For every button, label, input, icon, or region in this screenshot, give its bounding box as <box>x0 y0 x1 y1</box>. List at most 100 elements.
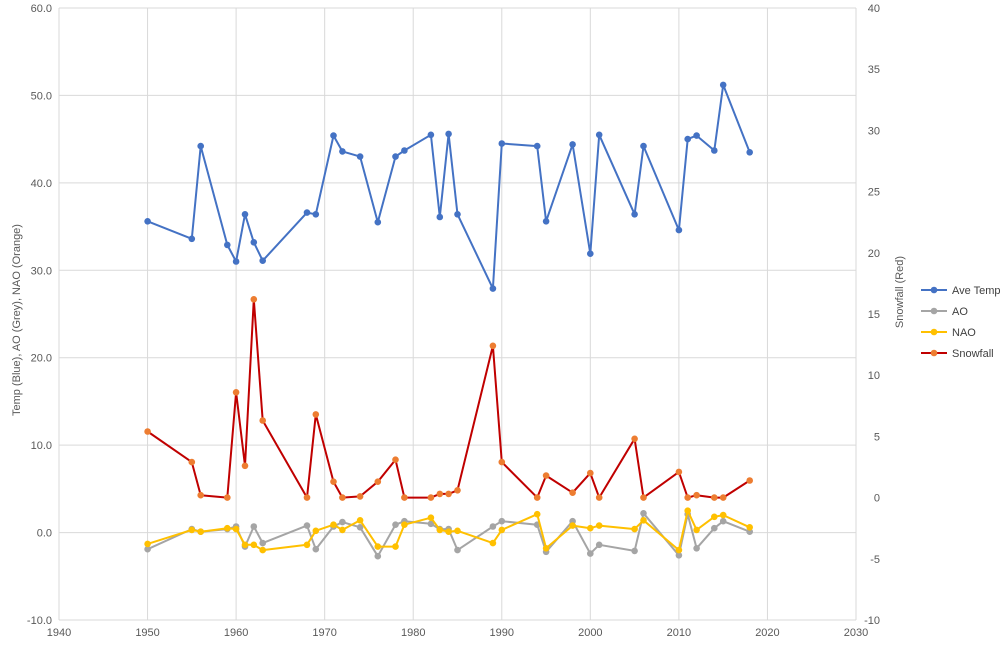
left-y-tick-label: 60.0 <box>31 3 52 15</box>
data-point-ao <box>454 546 461 554</box>
legend-label: AO <box>952 306 968 318</box>
data-point-snowfall <box>392 456 399 464</box>
data-point-nao <box>330 521 337 528</box>
data-point-ao <box>312 545 320 553</box>
data-point-snowfall <box>746 477 753 484</box>
data-point-nao <box>693 526 700 534</box>
data-point-snowfall <box>595 494 603 501</box>
data-point-ave-temp <box>719 81 727 89</box>
data-point-snowfall <box>719 494 727 501</box>
data-point-nao <box>312 527 320 535</box>
data-point-ao <box>498 517 506 525</box>
data-point-snowfall <box>339 494 346 501</box>
data-point-ave-temp <box>356 153 364 160</box>
data-point-snowfall <box>259 417 267 424</box>
data-point-snowfall <box>587 469 594 477</box>
data-point-ao <box>587 550 594 557</box>
data-point-ave-temp <box>330 132 337 139</box>
right-y-tick-label: 5 <box>874 431 880 443</box>
data-point-ave-temp <box>250 239 258 246</box>
data-point-nao <box>339 526 346 534</box>
data-point-ao <box>250 523 258 530</box>
data-point-snowfall <box>241 462 249 470</box>
data-point-snowfall <box>303 494 311 501</box>
data-point-ao <box>259 539 267 547</box>
data-point-snowfall <box>312 411 320 418</box>
data-point-ave-temp <box>746 149 753 156</box>
x-tick-label: 1980 <box>401 627 425 639</box>
data-point-ave-temp <box>595 131 603 139</box>
data-point-ave-temp <box>259 257 267 265</box>
data-point-ave-temp <box>631 211 638 218</box>
data-point-nao <box>224 524 231 532</box>
data-point-snowfall <box>711 494 718 501</box>
data-point-nao <box>746 524 753 531</box>
data-point-nao <box>303 541 311 549</box>
data-point-ao <box>303 522 311 529</box>
data-point-ave-temp <box>392 153 399 160</box>
x-axis-ticks: 1940 1950 1960 1970 1980 1990 2000 2010 2020 2030 <box>47 627 868 639</box>
data-point-snowfall <box>684 494 691 501</box>
data-point-nao <box>259 546 267 554</box>
data-point-snowfall <box>188 458 196 466</box>
left-y-axis-ticks: -10.0 0.0 10.0 20.0 30.0 40.0 50.0 60.0 <box>27 3 52 627</box>
data-point-nao <box>188 526 196 534</box>
data-point-snowfall <box>631 435 638 443</box>
data-point-snowfall <box>445 490 452 498</box>
data-point-nao <box>232 525 240 533</box>
data-point-ao <box>711 524 718 532</box>
data-point-ao <box>693 545 700 552</box>
series-line-ave-temp <box>147 83 751 290</box>
data-point-snowfall <box>250 296 258 303</box>
data-point-nao <box>401 521 408 528</box>
data-point-nao <box>533 510 541 518</box>
right-axis-title: Snowfall (Red) <box>894 256 906 328</box>
data-point-ave-temp <box>569 141 576 148</box>
data-point-ave-temp <box>675 226 683 234</box>
left-y-tick-label: -10.0 <box>27 615 52 627</box>
legend-swatch-marker <box>930 286 938 294</box>
x-tick-label: 2010 <box>667 627 691 639</box>
data-point-ao <box>392 521 399 528</box>
data-point-ave-temp <box>640 142 647 150</box>
data-point-ave-temp <box>339 148 346 155</box>
data-point-ao <box>640 510 647 517</box>
data-point-ave-temp <box>542 218 550 225</box>
x-tick-label: 1940 <box>47 627 71 639</box>
data-point-snowfall <box>330 478 337 486</box>
data-point-ao <box>427 520 435 528</box>
left-y-tick-label: 10.0 <box>31 440 52 452</box>
data-point-ave-temp <box>533 142 541 150</box>
right-y-tick-label: 40 <box>868 3 880 15</box>
data-point-ao <box>144 545 151 553</box>
data-point-nao <box>144 540 151 548</box>
data-point-ave-temp <box>436 213 444 221</box>
right-y-tick-label: 15 <box>868 309 880 321</box>
data-point-nao <box>392 543 399 550</box>
data-point-nao <box>587 524 594 532</box>
data-point-nao <box>711 513 718 521</box>
legend-label: Snowfall <box>952 348 994 360</box>
right-y-tick-label: 30 <box>868 125 880 137</box>
data-point-nao <box>569 522 576 529</box>
data-point-nao <box>719 511 727 519</box>
data-point-nao <box>241 541 249 549</box>
data-point-snowfall <box>197 491 204 499</box>
data-point-ave-temp <box>241 211 249 218</box>
data-point-nao <box>640 517 647 524</box>
data-point-ao <box>339 518 346 526</box>
data-point-ave-temp <box>401 147 408 154</box>
left-y-tick-label: 20.0 <box>31 353 52 365</box>
left-y-tick-label: 50.0 <box>31 90 52 102</box>
right-y-tick-label: 0 <box>874 493 880 505</box>
data-point-snowfall <box>232 389 240 396</box>
data-point-snowfall <box>533 494 541 501</box>
data-point-nao <box>356 517 364 524</box>
data-point-snowfall <box>454 487 461 494</box>
legend-item-snowfall: Snowfall <box>921 348 994 360</box>
data-point-nao <box>250 541 258 549</box>
data-point-ave-temp <box>374 218 382 226</box>
data-point-snowfall <box>693 491 700 499</box>
data-point-ao <box>374 552 382 560</box>
